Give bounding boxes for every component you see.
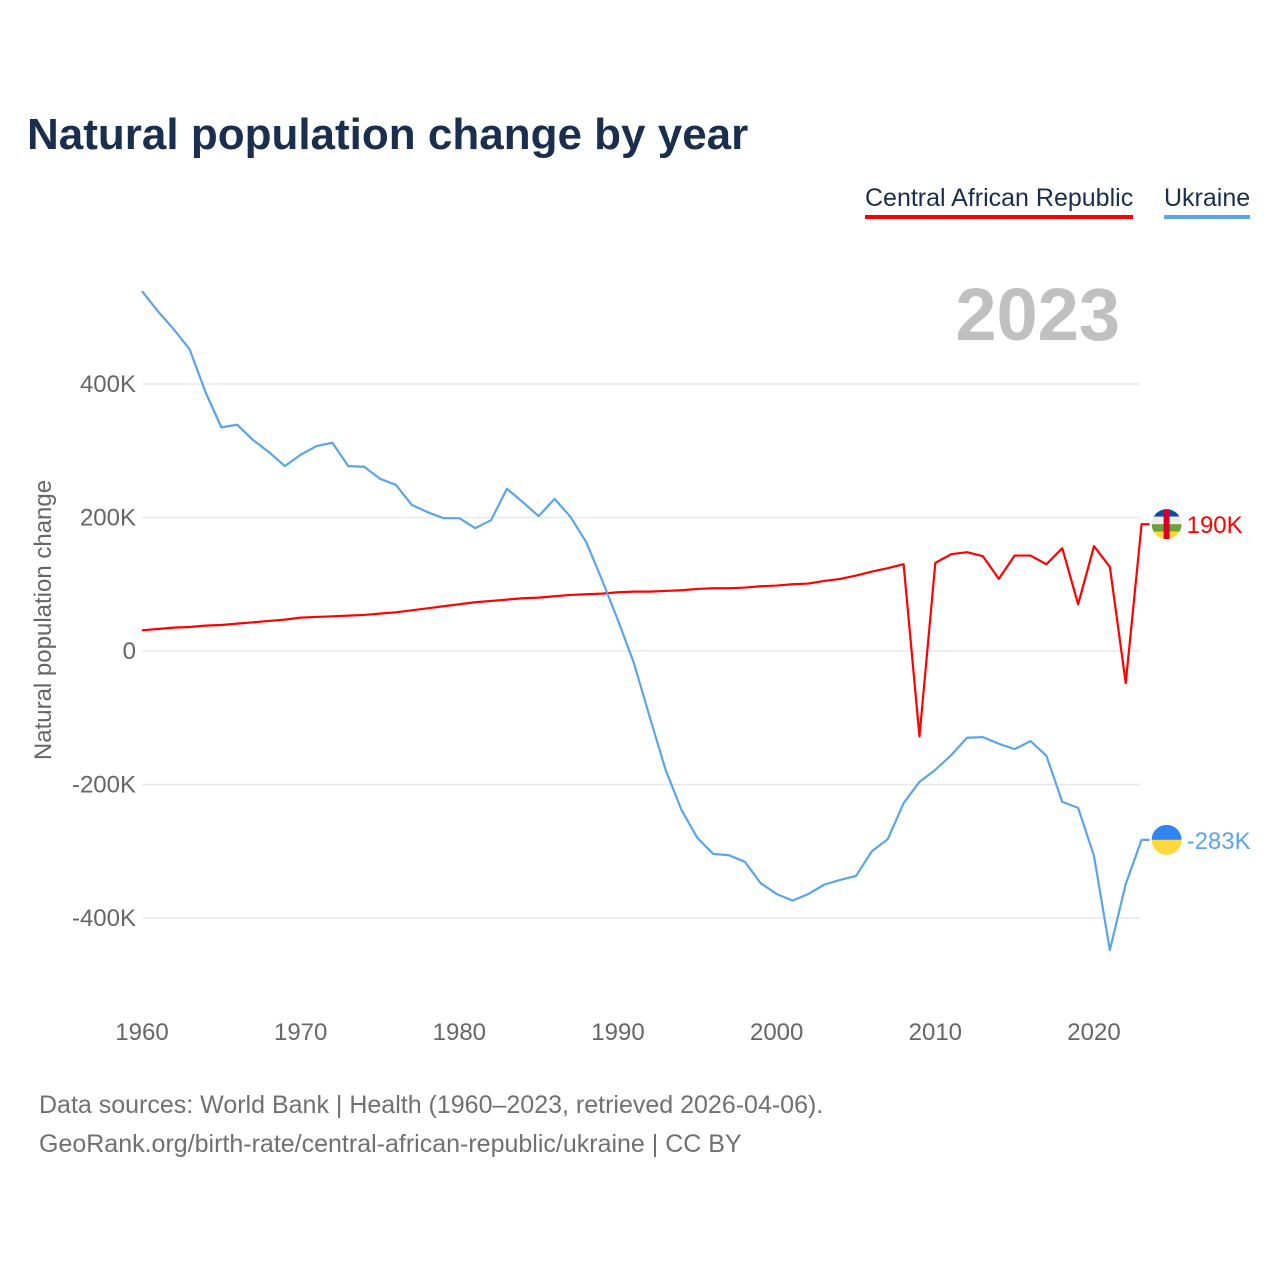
legend-ukraine[interactable]: Ukraine: [1164, 184, 1251, 219]
footer-link[interactable]: GeoRank.org/birth-rate/central-african-r…: [39, 1130, 742, 1158]
end-value-label: -283K: [1187, 828, 1251, 855]
x-tick-label: 2000: [750, 1019, 803, 1046]
ukraine-flag-icon: [1151, 824, 1182, 855]
y-tick-label: -400K: [72, 905, 136, 932]
car-flag-icon: [1151, 509, 1182, 540]
x-tick-label: 2010: [909, 1019, 962, 1046]
footer-sources: Data sources: World Bank | Health (1960–…: [39, 1091, 824, 1119]
footer: Data sources: World Bank | Health (1960–…: [39, 1086, 823, 1164]
x-tick-label: 1970: [274, 1019, 327, 1046]
chart-title: Natural population change by year: [27, 110, 749, 159]
x-tick-label: 1980: [433, 1019, 486, 1046]
legend-central-african-republic[interactable]: Central African Republic: [865, 184, 1134, 219]
y-axis-label: Natural population change: [30, 480, 57, 760]
year-label: 2023: [955, 273, 1120, 356]
x-tick-label: 2020: [1067, 1019, 1120, 1046]
series-line-ukraine: [141, 290, 1150, 952]
y-tick-label: 400K: [80, 371, 136, 398]
x-tick-label: 1960: [115, 1019, 168, 1046]
x-tick-label: 1990: [591, 1019, 644, 1046]
y-tick-label: -200K: [72, 772, 136, 799]
end-value-label: 190K: [1187, 512, 1243, 539]
y-tick-label: 0: [123, 638, 136, 665]
y-tick-label: 200K: [80, 505, 136, 532]
series-line-car: [141, 523, 1150, 738]
